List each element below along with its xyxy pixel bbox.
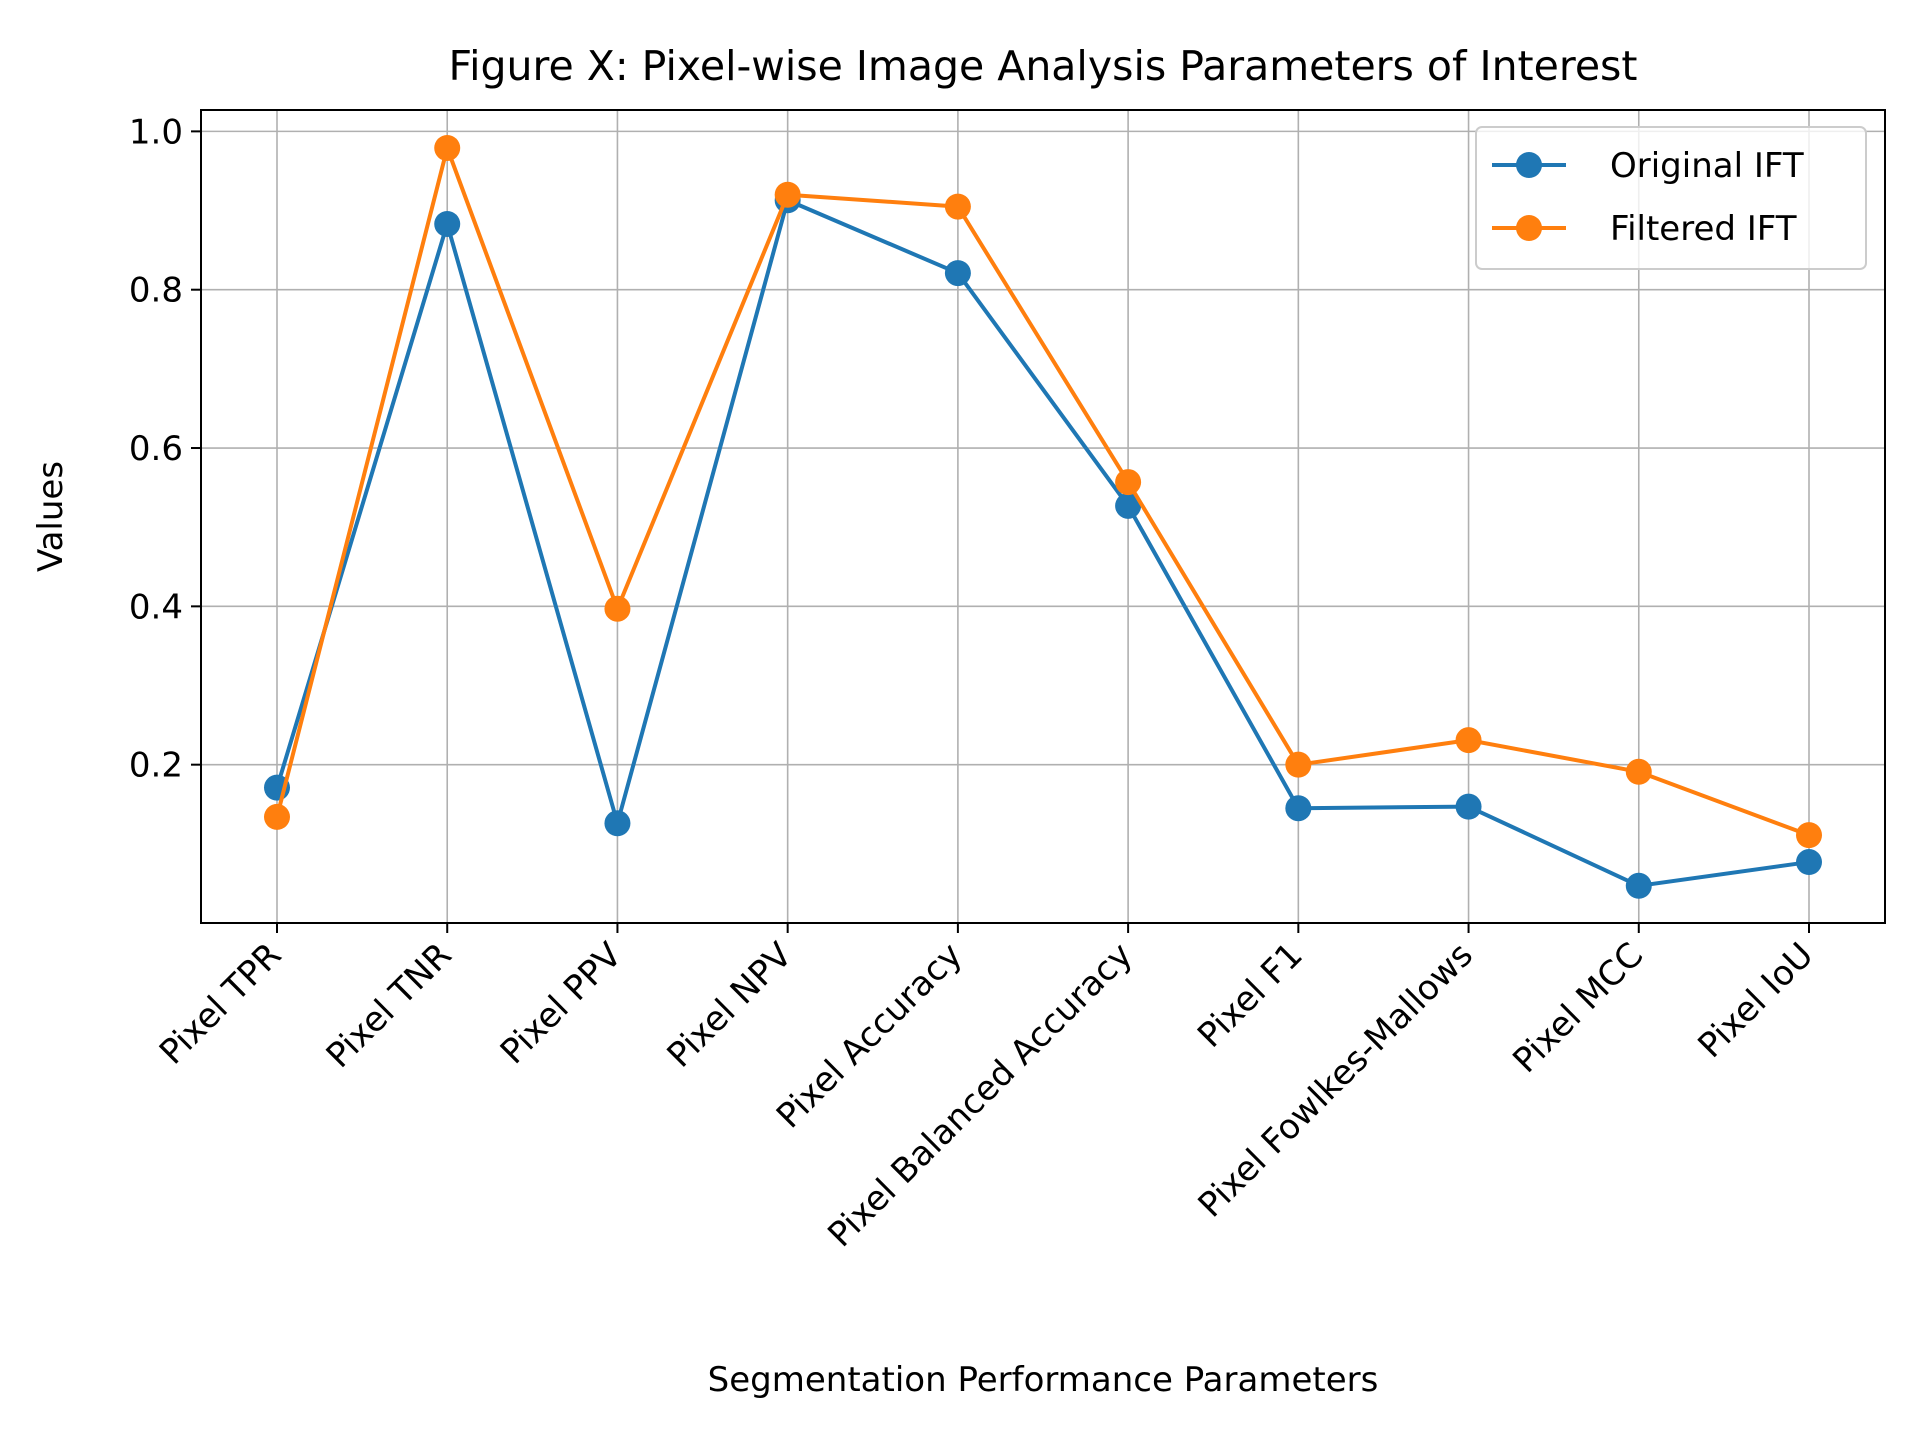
data-point	[1625, 758, 1652, 785]
legend-item: Original IFT	[1492, 146, 1804, 186]
data-point	[944, 260, 971, 287]
y-tick-label: 0.4	[129, 587, 183, 627]
data-point	[1115, 469, 1142, 496]
x-tick-label: Pixel MCC	[1505, 935, 1651, 1081]
data-point	[1625, 872, 1652, 899]
x-tick-label: Pixel IoU	[1690, 935, 1821, 1066]
series-line	[275, 198, 1810, 888]
series-original-ift	[264, 187, 1822, 899]
data-point	[1285, 795, 1312, 822]
y-tick-label: 0.8	[129, 271, 183, 311]
y-tick-label: 1.0	[129, 112, 183, 152]
data-point	[434, 134, 461, 161]
legend-item: Filtered IFT	[1492, 209, 1797, 249]
data-point	[1455, 727, 1482, 754]
y-axis-label: Values	[31, 461, 71, 572]
data-point	[1285, 751, 1312, 778]
x-axis-label: Segmentation Performance Parameters	[708, 1360, 1379, 1400]
series-filtered-ift	[264, 134, 1822, 849]
plot-area-frame	[200, 109, 1886, 924]
data-point	[264, 803, 290, 830]
y-tick-label: 0.6	[129, 429, 183, 469]
legend-marker	[1516, 215, 1542, 241]
data-point	[1115, 492, 1142, 519]
x-tick-label: Pixel F1	[1190, 935, 1311, 1056]
legend-box	[1475, 126, 1867, 270]
data-point	[604, 810, 631, 837]
data-point	[434, 210, 461, 237]
data-point	[1796, 849, 1822, 876]
x-tick-label: Pixel Balanced Accuracy	[820, 935, 1140, 1255]
x-tick-label: Pixel NPV	[660, 935, 800, 1075]
data-point	[1796, 822, 1822, 849]
legend-label: Original IFT	[1610, 146, 1804, 186]
chart-title: Figure X: Pixel-wise Image Analysis Para…	[449, 42, 1638, 90]
y-tick-label: 0.2	[129, 746, 183, 786]
data-point	[774, 181, 801, 208]
x-tick-label: Pixel Fowlkes-Mallows	[1191, 935, 1481, 1225]
series-layer	[264, 134, 1822, 899]
y-axis-ticks: 0.2 0.4 0.6 0.8 1.0	[129, 112, 201, 786]
series-line	[275, 145, 1810, 838]
legend: Original IFT Filtered IFT	[1475, 126, 1867, 270]
x-tick-label: Pixel TNR	[319, 935, 460, 1076]
x-axis-ticks: Pixel TPR Pixel TNR Pixel PPV Pixel NPVPixe…	[152, 923, 1821, 1255]
data-point	[604, 595, 631, 622]
x-tick-label: Pixel PPV	[493, 935, 630, 1072]
x-tick-label: Pixel TPR	[152, 935, 289, 1072]
data-point	[1455, 793, 1482, 820]
data-point	[944, 193, 971, 220]
legend-marker	[1516, 152, 1542, 178]
legend-label: Filtered IFT	[1610, 209, 1797, 249]
